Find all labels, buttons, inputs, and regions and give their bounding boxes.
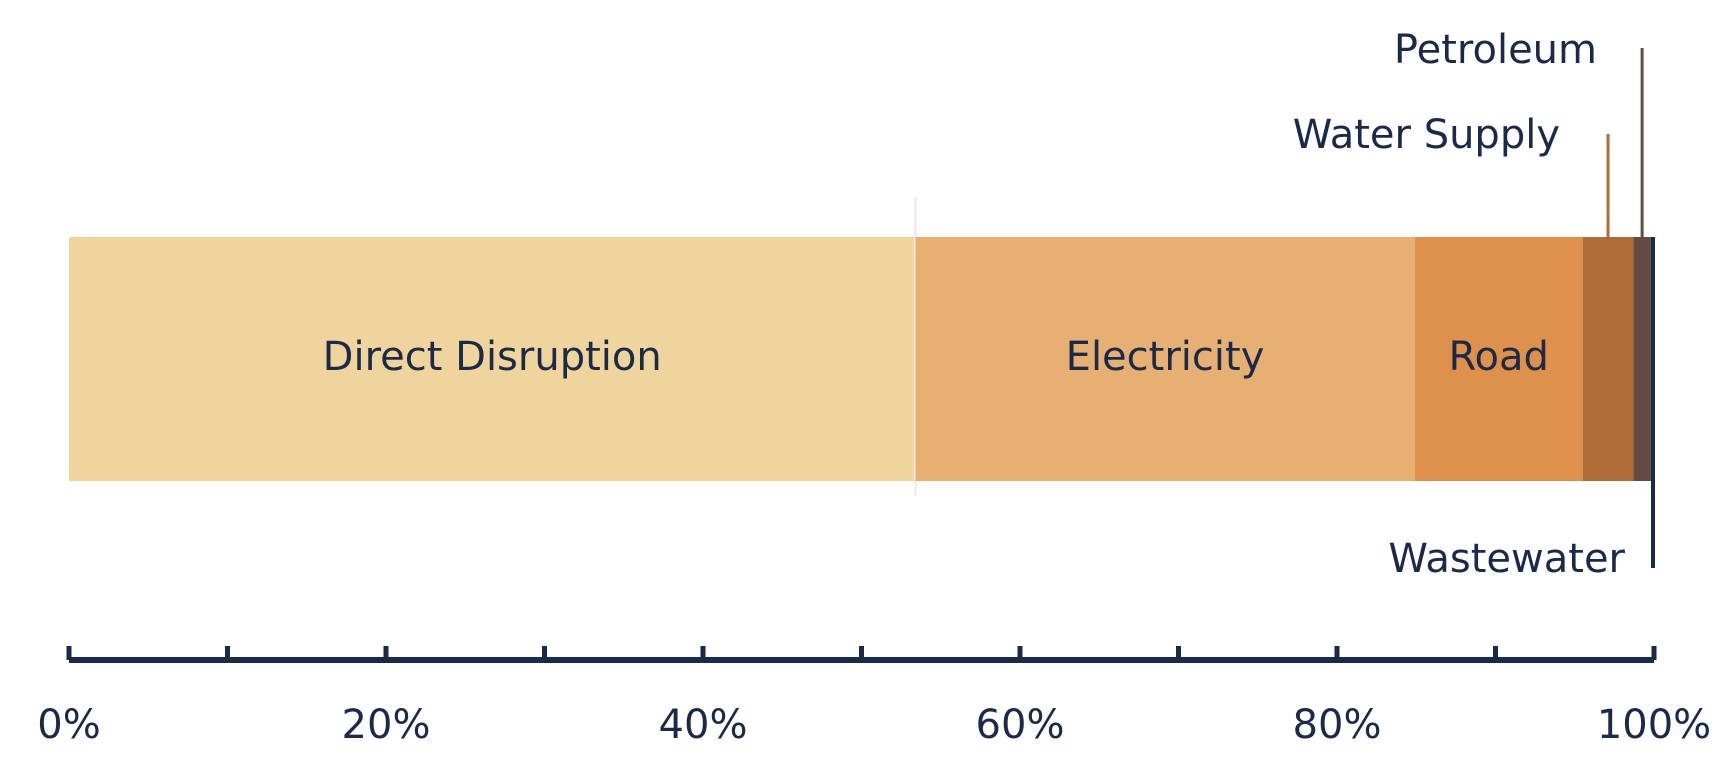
segment-label: Petroleum — [1394, 27, 1597, 73]
x-tick-label: 100% — [1597, 702, 1711, 748]
x-tick-label: 40% — [659, 702, 748, 748]
segment-label: Electricity — [1066, 334, 1265, 380]
segment-label: Road — [1448, 334, 1548, 380]
bar-segment — [915, 237, 1415, 481]
segment-label: Water Supply — [1293, 112, 1560, 158]
x-tick-label: 60% — [976, 702, 1065, 748]
x-tick-label: 20% — [342, 702, 431, 748]
x-tick-label: 0% — [37, 702, 100, 748]
segment-label: Wastewater — [1388, 536, 1625, 582]
bar-segment — [69, 237, 916, 481]
bar-segment — [1633, 237, 1651, 481]
bar-segment — [1582, 237, 1634, 481]
segment-label: Direct Disruption — [323, 334, 662, 380]
x-tick-label: 80% — [1293, 702, 1382, 748]
bar-segment — [1414, 237, 1583, 481]
